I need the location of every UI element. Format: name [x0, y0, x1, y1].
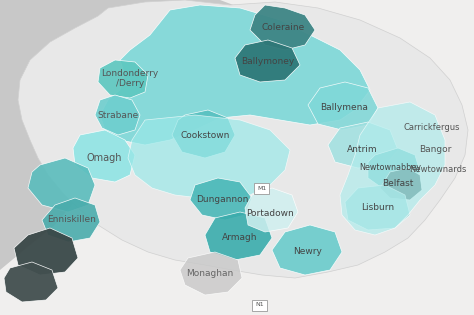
- Text: Cookstown: Cookstown: [180, 130, 230, 140]
- Polygon shape: [42, 198, 100, 242]
- Text: M1: M1: [257, 186, 266, 191]
- Polygon shape: [205, 212, 272, 260]
- Text: /Derry: /Derry: [116, 78, 144, 88]
- FancyBboxPatch shape: [255, 182, 270, 193]
- Polygon shape: [190, 178, 252, 220]
- Polygon shape: [368, 148, 420, 188]
- Polygon shape: [14, 228, 78, 275]
- Text: Dungannon: Dungannon: [196, 196, 248, 204]
- Polygon shape: [28, 158, 95, 212]
- Polygon shape: [4, 262, 58, 302]
- Polygon shape: [100, 5, 370, 145]
- Text: Bangor: Bangor: [419, 146, 451, 154]
- Polygon shape: [98, 60, 148, 98]
- Text: Enniskillen: Enniskillen: [47, 215, 96, 225]
- Text: Newtownabbey: Newtownabbey: [359, 163, 421, 173]
- Text: Londonderry: Londonderry: [101, 68, 159, 77]
- Text: Ballymoney: Ballymoney: [241, 58, 295, 66]
- Text: Omagh: Omagh: [86, 153, 122, 163]
- Text: N1: N1: [255, 302, 264, 307]
- Text: Coleraine: Coleraine: [261, 24, 305, 32]
- FancyBboxPatch shape: [253, 300, 267, 311]
- Polygon shape: [328, 122, 398, 168]
- Text: Armagh: Armagh: [222, 232, 258, 242]
- Polygon shape: [18, 0, 468, 278]
- Text: Antrim: Antrim: [346, 146, 377, 154]
- Text: Carrickfergus: Carrickfergus: [404, 123, 460, 133]
- Polygon shape: [128, 115, 290, 200]
- Text: Portadown: Portadown: [246, 209, 294, 217]
- Polygon shape: [250, 5, 315, 50]
- Text: M1: M1: [257, 185, 267, 191]
- Polygon shape: [272, 225, 342, 275]
- Text: N1: N1: [255, 302, 265, 308]
- Text: Lisburn: Lisburn: [362, 203, 394, 213]
- Polygon shape: [345, 185, 410, 230]
- Text: Newtownards: Newtownards: [410, 165, 467, 175]
- Text: Newry: Newry: [293, 248, 322, 256]
- Text: Belfast: Belfast: [383, 179, 414, 187]
- Polygon shape: [95, 95, 140, 135]
- Polygon shape: [172, 110, 235, 158]
- Text: Monaghan: Monaghan: [186, 268, 234, 278]
- Text: Strabane: Strabane: [97, 111, 138, 119]
- Polygon shape: [340, 102, 445, 235]
- Polygon shape: [308, 82, 378, 130]
- Polygon shape: [245, 188, 298, 232]
- Polygon shape: [380, 168, 422, 200]
- Text: Ballymena: Ballymena: [320, 104, 368, 112]
- Polygon shape: [180, 252, 242, 295]
- Polygon shape: [235, 40, 300, 82]
- Polygon shape: [73, 130, 135, 182]
